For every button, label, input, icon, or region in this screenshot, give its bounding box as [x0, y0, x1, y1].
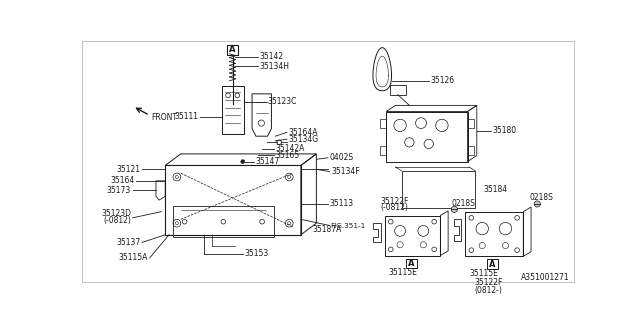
- Text: 35121: 35121: [116, 165, 140, 174]
- Text: 0218S: 0218S: [452, 199, 476, 208]
- Text: 35142: 35142: [260, 52, 284, 61]
- Bar: [173, 206, 274, 237]
- Text: 0402S: 0402S: [330, 153, 354, 162]
- Text: 35134G: 35134G: [289, 135, 319, 144]
- Text: 35123D: 35123D: [101, 209, 131, 218]
- Bar: [465, 212, 524, 256]
- Text: 35137: 35137: [116, 238, 140, 247]
- Text: 35180: 35180: [492, 126, 516, 135]
- Text: 35184: 35184: [483, 185, 507, 194]
- Bar: [467, 119, 474, 129]
- Text: FIG.351-1: FIG.351-1: [330, 222, 365, 228]
- Text: 35142A: 35142A: [275, 144, 305, 153]
- Text: 35164A: 35164A: [289, 128, 318, 137]
- Text: 0218S: 0218S: [529, 193, 554, 202]
- Text: FRONT: FRONT: [151, 113, 177, 122]
- Text: 35187A: 35187A: [312, 225, 342, 234]
- Text: 35115E: 35115E: [388, 268, 417, 277]
- Text: 35123C: 35123C: [268, 97, 297, 106]
- Text: 35164: 35164: [110, 176, 134, 185]
- Text: (0812-): (0812-): [474, 286, 502, 295]
- Text: A351001271: A351001271: [521, 273, 570, 282]
- Bar: [402, 171, 476, 208]
- Bar: [165, 165, 301, 235]
- Bar: [386, 112, 467, 162]
- Text: 35153: 35153: [244, 250, 269, 259]
- Bar: [222, 86, 244, 134]
- Text: (-0812): (-0812): [103, 216, 131, 225]
- Bar: [380, 146, 386, 156]
- Text: 35122F: 35122F: [381, 197, 409, 206]
- Text: (-0812): (-0812): [381, 203, 408, 212]
- Text: 35165: 35165: [275, 151, 300, 160]
- Bar: [406, 259, 417, 268]
- Text: 35147: 35147: [255, 157, 280, 166]
- Circle shape: [451, 206, 458, 212]
- Text: 35126: 35126: [430, 76, 454, 85]
- Text: A: A: [229, 45, 236, 54]
- Bar: [227, 44, 238, 55]
- Bar: [487, 260, 498, 268]
- Bar: [385, 215, 440, 256]
- Text: A: A: [408, 259, 415, 268]
- Text: 35113: 35113: [330, 199, 354, 208]
- Bar: [380, 119, 386, 129]
- Text: 35115A: 35115A: [119, 253, 148, 262]
- Text: 35111: 35111: [175, 112, 198, 121]
- Text: 35173: 35173: [107, 186, 131, 195]
- Circle shape: [241, 160, 244, 164]
- Text: A: A: [489, 260, 495, 268]
- Bar: [467, 146, 474, 156]
- Text: 35134H: 35134H: [260, 62, 290, 71]
- Circle shape: [534, 201, 540, 207]
- Text: 35134F: 35134F: [331, 167, 360, 176]
- Text: 35115E: 35115E: [469, 269, 498, 278]
- Text: 35122F: 35122F: [474, 278, 503, 287]
